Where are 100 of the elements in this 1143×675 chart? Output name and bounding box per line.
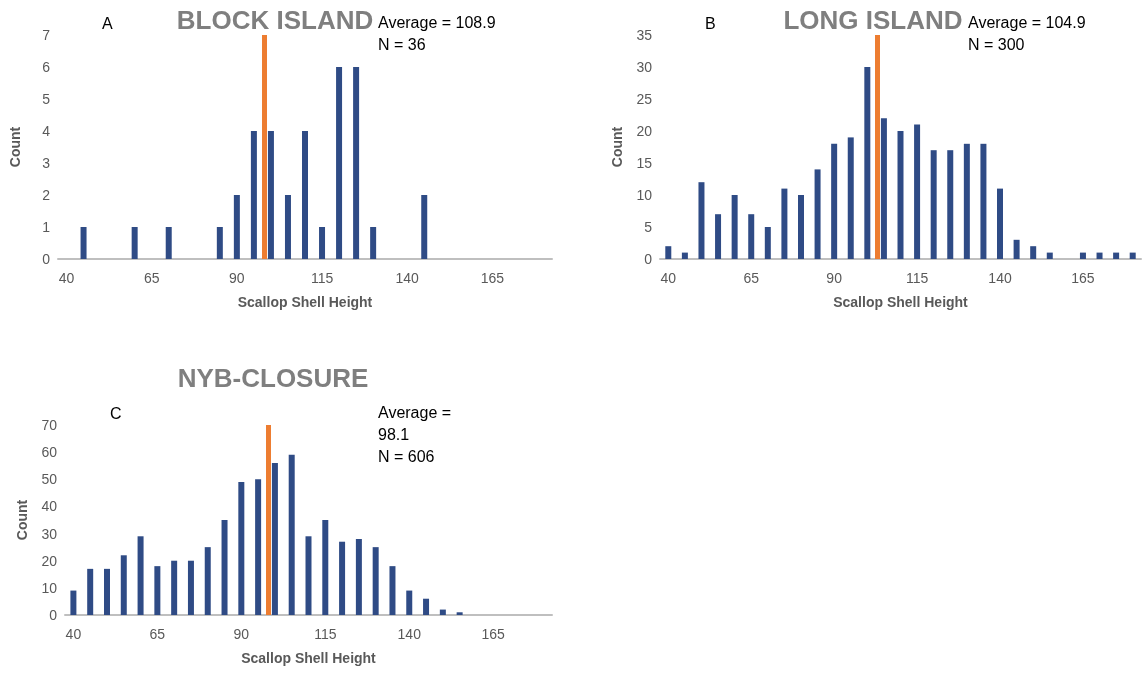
y-tick-label: 10 [636,187,653,203]
y-tick-label: 70 [41,417,58,433]
bar [439,609,446,615]
x-axis-title: Scallop Shell Height [237,294,373,310]
y-tick-label: 20 [636,123,653,139]
y-tick-label: 7 [42,27,51,43]
bar [1079,252,1086,259]
text: A [102,14,113,32]
bar [302,131,308,259]
bar [319,227,326,259]
y-tick-label: 10 [41,579,58,596]
bar [681,252,688,259]
x-tick-label: 165 [480,270,505,286]
bar [238,482,245,615]
x-tick-label: 165 [1071,270,1095,286]
bar [131,227,138,259]
x-tick-label: 115 [905,270,929,286]
y-tick-label: 50 [41,471,58,488]
annotation: N = 36 [378,35,426,53]
bar [665,246,672,259]
bar [154,566,161,615]
y-tick-label: 15 [636,155,653,171]
y-axis-title: Count [14,499,30,541]
bar [103,568,110,615]
bar [165,227,172,259]
x-tick-label: 140 [395,270,420,286]
x-tick-label: 115 [310,270,334,286]
bar [389,566,396,615]
text: C [110,404,122,422]
bar [831,143,838,259]
x-tick-label: 90 [826,270,843,286]
bar [80,227,87,259]
y-tick-label: 35 [636,27,653,43]
y-tick-label: 5 [644,219,653,235]
annotation: N = 606 [378,447,435,465]
bar [250,131,257,259]
y-tick-label: 5 [42,91,51,107]
bar [421,195,428,259]
bar [137,536,144,615]
y-tick-label: 0 [42,251,51,267]
y-axis-title: Count [7,126,23,168]
bar [748,214,755,259]
bar [1046,252,1053,259]
bar [271,463,278,615]
text: B [705,14,716,32]
x-tick-label: 40 [58,270,75,286]
bar [864,67,871,259]
x-axis-title: Scallop Shell Height [833,294,969,310]
bar [1096,252,1103,259]
x-tick-label: 90 [229,270,245,286]
y-tick-label: 30 [41,525,58,542]
chart-title: BLOCK ISLAND [176,5,374,35]
bar [288,454,295,615]
text: Average = 104.9 [968,13,1086,31]
bar [322,520,329,615]
y-axis-title: Count [609,126,625,168]
bar [814,169,821,259]
x-tick-label: 115 [314,626,337,642]
x-tick-label: 65 [149,626,166,642]
bar [847,137,854,259]
x-tick-label: 140 [988,270,1012,286]
bar [1129,252,1136,259]
bar [233,195,240,259]
bar [880,118,887,259]
bar [187,560,194,615]
annotation: N = 300 [968,35,1025,53]
text: Average = 108.9 [378,13,496,31]
chart-title: LONG ISLAND [783,5,963,35]
bar [781,188,788,259]
bar [284,195,291,259]
y-tick-label: 60 [41,444,58,461]
x-tick-label: 140 [397,626,422,642]
x-tick-label: 65 [143,270,160,286]
bar [355,539,362,615]
x-tick-label: 40 [65,626,82,642]
bar [353,67,360,259]
bar [456,612,463,615]
chart-title: NYB-CLOSURE [177,363,369,393]
bar [797,195,804,259]
bar [305,536,312,615]
bar [1030,246,1037,259]
bar [221,520,228,615]
y-tick-label: 25 [636,91,653,107]
y-tick-label: 3 [42,155,51,171]
bar [255,479,262,615]
bar [698,182,705,259]
bar [930,150,937,259]
x-tick-label: 40 [660,270,677,286]
bar [216,227,223,259]
bar [87,568,94,615]
bar [914,124,921,259]
bar [897,131,904,259]
y-tick-label: 4 [42,123,51,139]
y-tick-label: 20 [41,552,58,569]
y-tick-label: 1 [42,219,51,235]
bar [715,214,722,259]
x-axis-title: Scallop Shell Height [241,650,377,666]
bar [980,143,987,259]
bar [336,67,343,259]
bar [1013,239,1020,259]
